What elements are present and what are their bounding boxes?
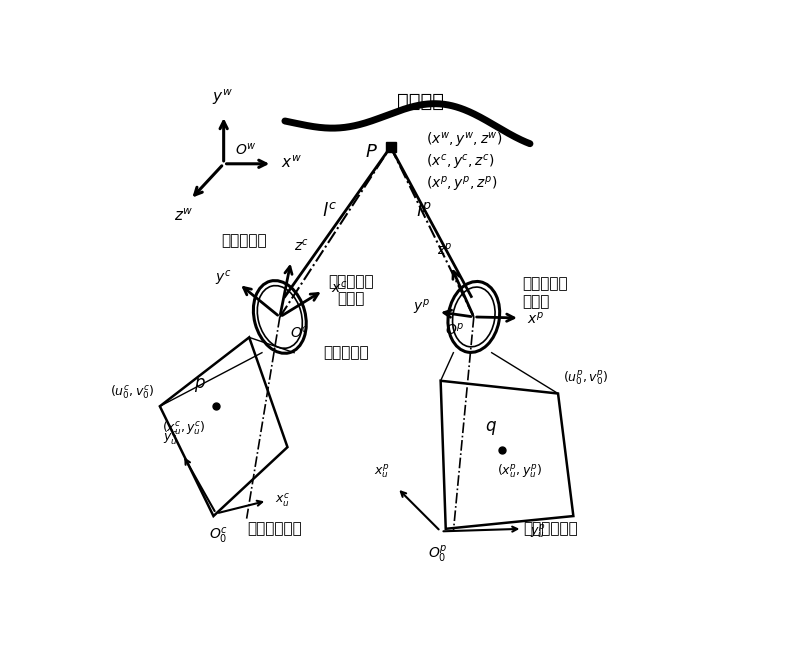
Text: $O_0^p$: $O_0^p$: [428, 544, 448, 566]
Text: 被测物体: 被测物体: [397, 92, 444, 111]
Text: $(x^w, y^w, z^w)$: $(x^w, y^w, z^w)$: [426, 131, 503, 150]
Text: $x_u^p$: $x_u^p$: [374, 463, 390, 480]
Text: 投影仪像平面: 投影仪像平面: [523, 521, 578, 536]
Text: $O^p$: $O^p$: [445, 322, 465, 338]
Text: $y_u^p$: $y_u^p$: [530, 522, 546, 540]
Text: $(u_0^p, v_0^p)$: $(u_0^p, v_0^p)$: [563, 369, 609, 389]
Text: $z^w$: $z^w$: [174, 207, 194, 224]
Text: 摄像机镜头: 摄像机镜头: [323, 345, 369, 360]
Text: $l^c$: $l^c$: [322, 202, 338, 220]
Text: 结构光投射: 结构光投射: [522, 276, 568, 291]
Text: $(x^c, y^c, z^c)$: $(x^c, y^c, z^c)$: [426, 152, 495, 172]
Text: 器光轴: 器光轴: [338, 292, 365, 306]
Text: $O_0^c$: $O_0^c$: [209, 526, 228, 546]
Text: $y^w$: $y^w$: [212, 87, 233, 107]
Text: $x^c$: $x^c$: [331, 279, 347, 295]
Text: $x^p$: $x^p$: [527, 310, 544, 326]
Text: $(x_u^c, y_u^c)$: $(x_u^c, y_u^c)$: [162, 419, 206, 436]
Text: $q$: $q$: [485, 419, 497, 437]
Text: 结构光投射: 结构光投射: [329, 274, 374, 288]
Text: $y^p$: $y^p$: [413, 298, 430, 318]
Text: $x^w$: $x^w$: [281, 154, 302, 170]
Text: $P$: $P$: [365, 143, 378, 161]
Text: $O^w$: $O^w$: [235, 142, 257, 158]
Text: 器镜头: 器镜头: [522, 294, 550, 309]
Text: 摄像机像平面: 摄像机像平面: [247, 521, 302, 536]
Text: $O^c$: $O^c$: [290, 325, 309, 341]
Text: $(x_u^p, y_u^p)$: $(x_u^p, y_u^p)$: [497, 463, 542, 480]
Text: $(x^p, y^p, z^p)$: $(x^p, y^p, z^p)$: [426, 175, 498, 194]
Text: $y^c$: $y^c$: [215, 269, 231, 288]
Text: $y_u^c$: $y_u^c$: [162, 430, 178, 447]
Text: $x_u^c$: $x_u^c$: [274, 492, 290, 509]
Text: $l^p$: $l^p$: [416, 202, 432, 220]
Text: $z^p$: $z^p$: [437, 241, 452, 257]
Text: $(u_0^c, v_0^c)$: $(u_0^c, v_0^c)$: [110, 384, 154, 401]
Text: $z^c$: $z^c$: [294, 237, 310, 253]
Text: $p$: $p$: [194, 375, 206, 394]
Text: 摄像机光轴: 摄像机光轴: [222, 233, 267, 248]
